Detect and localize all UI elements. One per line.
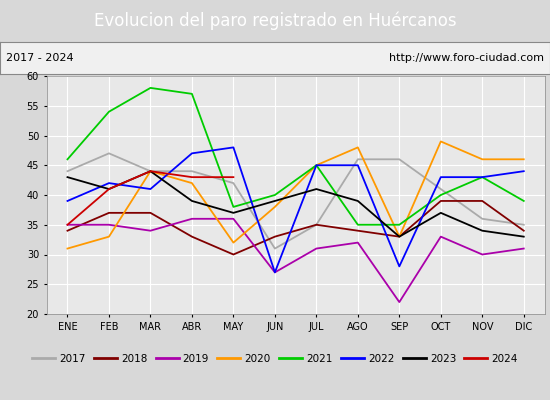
Text: http://www.foro-ciudad.com: http://www.foro-ciudad.com bbox=[389, 53, 544, 63]
Legend: 2017, 2018, 2019, 2020, 2021, 2022, 2023, 2024: 2017, 2018, 2019, 2020, 2021, 2022, 2023… bbox=[32, 354, 518, 364]
Text: Evolucion del paro registrado en Huércanos: Evolucion del paro registrado en Huércan… bbox=[94, 12, 456, 30]
Text: 2017 - 2024: 2017 - 2024 bbox=[6, 53, 73, 63]
